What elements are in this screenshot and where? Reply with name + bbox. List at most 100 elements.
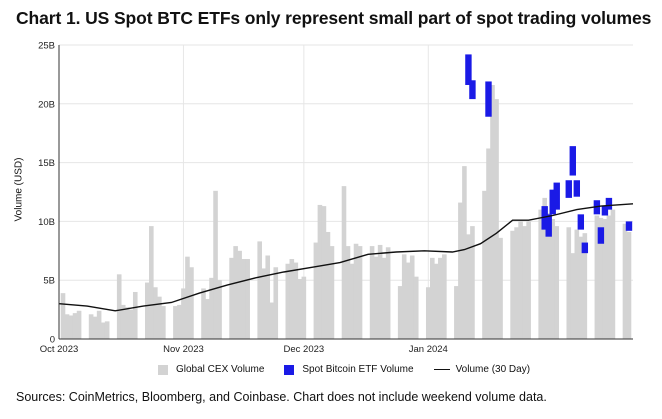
- cex-bar: [68, 315, 74, 339]
- etf-bar: [553, 182, 560, 210]
- x-tick-labels: Oct 2023 Nov 2023 Dec 2023 Jan 2024: [40, 344, 448, 355]
- cex-bar: [145, 282, 150, 339]
- cex-bar: [345, 246, 351, 339]
- legend-label-line: Volume (30 Day): [455, 364, 531, 375]
- cex-bar: [104, 321, 110, 339]
- etf-bar: [549, 189, 556, 215]
- etf-bar: [577, 214, 585, 230]
- chart-title: Chart 1. US Spot BTC ETFs only represent…: [16, 8, 652, 28]
- cex-bar: [128, 309, 134, 339]
- cex-bar: [265, 255, 271, 339]
- cex-bar: [60, 293, 66, 339]
- cex-bar: [321, 206, 327, 339]
- cex-bar: [181, 288, 186, 339]
- x-tick-label: Dec 2023: [284, 344, 325, 355]
- cex-bar: [96, 310, 102, 339]
- cex-bar: [241, 259, 246, 339]
- cex-bar: [381, 257, 387, 339]
- cex-bar: [161, 306, 166, 339]
- cex-bar: [213, 190, 218, 339]
- cex-bar: [377, 244, 383, 339]
- cex-bar: [357, 246, 363, 339]
- cex-bar: [550, 219, 556, 339]
- cex-bar: [454, 286, 459, 339]
- legend-swatch-etf: [284, 364, 295, 375]
- cex-bar: [546, 213, 552, 339]
- cex-bar: [538, 209, 543, 339]
- cex-bar: [285, 263, 291, 339]
- cex-bar: [430, 257, 435, 339]
- cex-bar: [594, 215, 600, 339]
- cex-bar: [217, 280, 222, 339]
- legend-item-line: Volume (30 Day): [433, 364, 531, 375]
- cex-bar: [76, 310, 82, 339]
- y-tick-label: 20B: [38, 99, 55, 110]
- ma-line: [58, 203, 634, 312]
- cex-bar: [237, 250, 242, 339]
- cex-bar: [341, 186, 347, 339]
- axes: [58, 45, 633, 340]
- etf-bar: [565, 180, 572, 198]
- y-tick-label: 15B: [38, 158, 55, 169]
- cex-bar: [434, 263, 439, 339]
- cex-bar: [88, 314, 94, 339]
- y-tick-label: 10B: [38, 217, 55, 228]
- cex-bar: [329, 246, 335, 339]
- cex-bar: [490, 84, 495, 339]
- cex-bar: [514, 227, 519, 339]
- etf-bars: [465, 54, 633, 254]
- cex-bar: [510, 230, 515, 339]
- y-tick-label: 5B: [43, 276, 55, 287]
- cex-bar: [349, 263, 355, 339]
- x-tick-label: Nov 2023: [163, 344, 204, 355]
- cex-bar: [64, 314, 70, 339]
- cex-bar: [132, 291, 138, 339]
- cex-bar: [205, 299, 210, 339]
- etf-bar: [541, 206, 548, 230]
- cex-bar: [313, 242, 319, 339]
- cex-bars: [60, 84, 632, 339]
- etf-bar: [605, 197, 613, 210]
- cex-bar: [606, 215, 612, 339]
- cex-bar: [317, 204, 323, 339]
- cex-bar: [598, 217, 604, 339]
- cex-bar: [486, 148, 491, 339]
- cex-bar: [570, 253, 576, 339]
- cex-bar: [494, 99, 499, 339]
- etf-bar: [581, 242, 589, 254]
- cex-bar: [209, 277, 214, 339]
- y-tick-label: 25B: [38, 41, 55, 52]
- cex-bar: [269, 302, 275, 339]
- cex-bar: [201, 288, 206, 339]
- cex-bar: [173, 306, 178, 339]
- cex-bar: [100, 322, 106, 339]
- cex-bar: [301, 276, 307, 339]
- cex-bar: [542, 197, 547, 339]
- cex-bar: [582, 233, 588, 339]
- cex-bar: [566, 227, 572, 339]
- cex-bar: [261, 268, 267, 339]
- y-tick-label: 0: [50, 335, 55, 346]
- cex-bar: [273, 267, 279, 339]
- legend-item-cex: Global CEX Volume: [158, 364, 264, 375]
- cex-bar: [289, 259, 295, 339]
- source-note: Sources: CoinMetrics, Bloomberg, and Coi…: [16, 390, 547, 404]
- cex-bar: [554, 226, 560, 339]
- legend-label-etf: Spot Bitcoin ETF Volume: [302, 364, 414, 375]
- etf-bar: [597, 227, 605, 244]
- cex-bar: [602, 219, 608, 339]
- legend-label-cex: Global CEX Volume: [176, 364, 265, 375]
- cex-bar: [177, 304, 182, 339]
- x-tick-label: Oct 2023: [40, 344, 79, 355]
- etf-bar: [601, 206, 609, 216]
- cex-bar: [293, 262, 299, 339]
- cex-bar: [438, 257, 443, 339]
- cex-bar: [153, 287, 158, 339]
- etf-bar: [469, 80, 476, 100]
- legend-item-etf: Spot Bitcoin ETF Volume: [284, 364, 414, 375]
- cex-bar: [189, 267, 194, 339]
- cex-bar: [116, 274, 122, 339]
- y-tick-labels: 0 5B 10B 15B 20B 25B: [38, 41, 55, 346]
- cex-bar: [610, 209, 616, 339]
